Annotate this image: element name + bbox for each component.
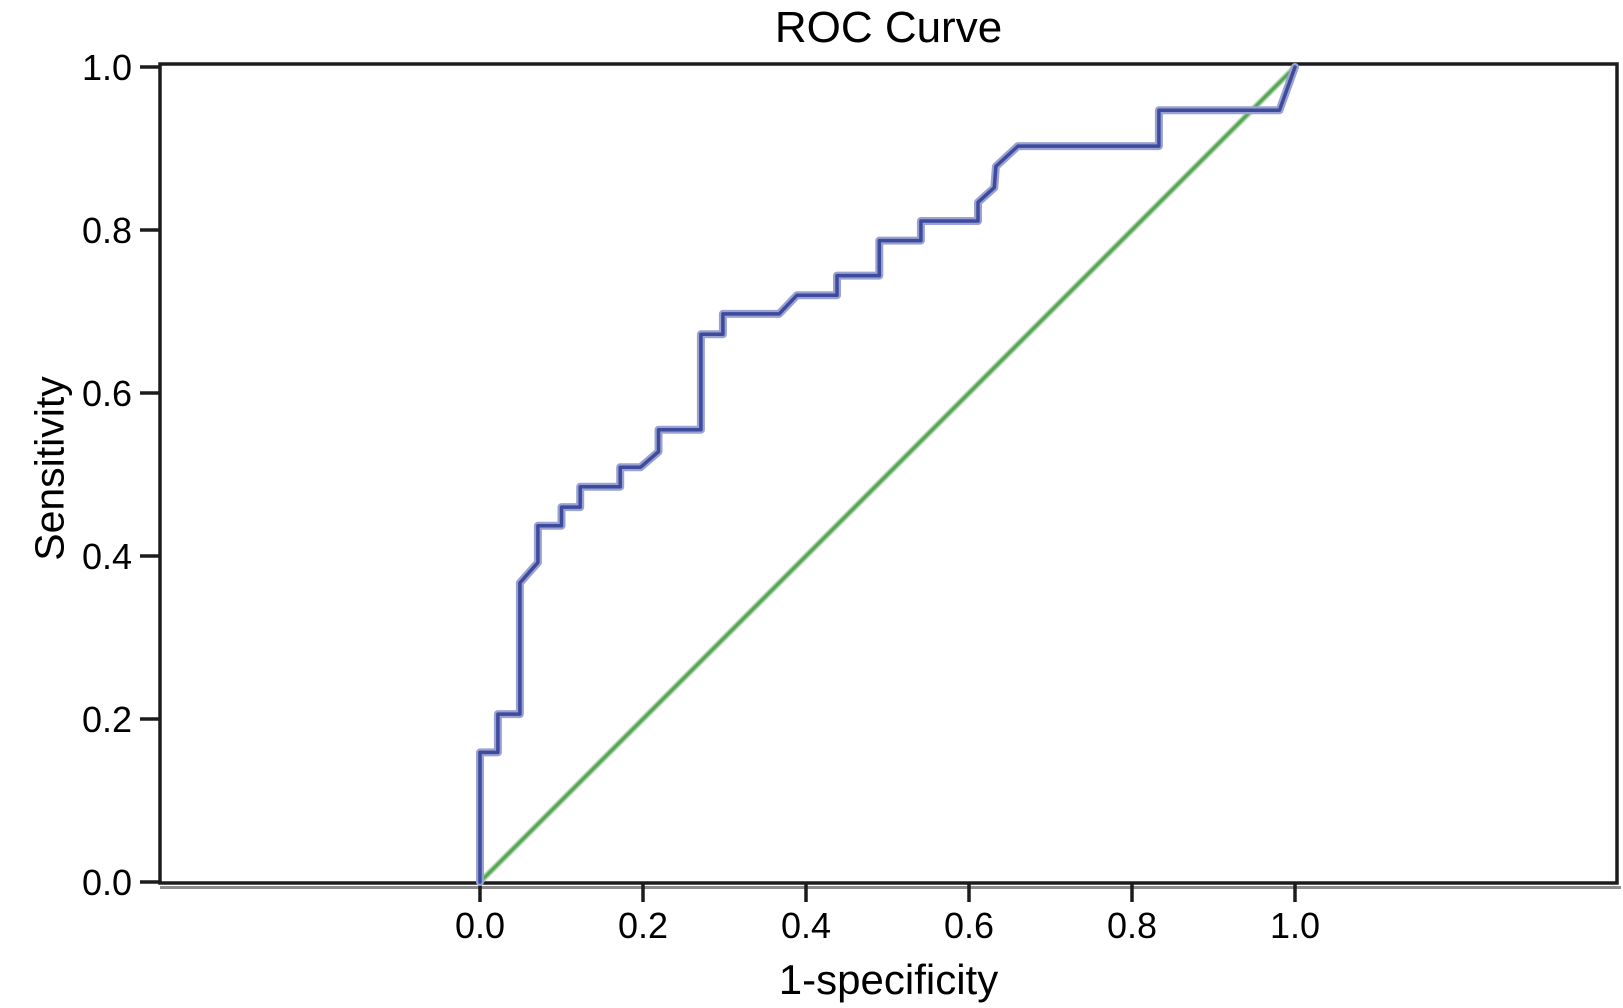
x-tick-label: 0.0 (455, 905, 505, 946)
tick-labels: 0.0 0.2 0.4 0.6 0.8 1.0 0.0 0.2 0.4 0.6 0.8 1.0 (82, 47, 1320, 946)
y-tick-label: 0.8 (82, 210, 132, 251)
chart-title: ROC Curve (774, 3, 1003, 52)
y-tick-label: 1.0 (82, 47, 132, 88)
x-tick-label: 0.4 (781, 905, 831, 946)
y-tick-label: 0.6 (82, 373, 132, 414)
y-tick-label: 0.2 (82, 699, 132, 740)
reference-diagonal (478, 65, 1297, 884)
x-tick-label: 0.6 (944, 905, 994, 946)
x-axis-title: 1-specificity (778, 956, 999, 1003)
x-tick-label: 0.8 (1107, 905, 1157, 946)
x-tick-label: 1.0 (1270, 905, 1320, 946)
roc-curve (478, 65, 1297, 884)
y-tick-label: 0.0 (82, 862, 132, 903)
y-tick-label: 0.4 (82, 536, 132, 577)
series-layer (476, 63, 1299, 886)
x-tick-label: 0.2 (618, 905, 668, 946)
